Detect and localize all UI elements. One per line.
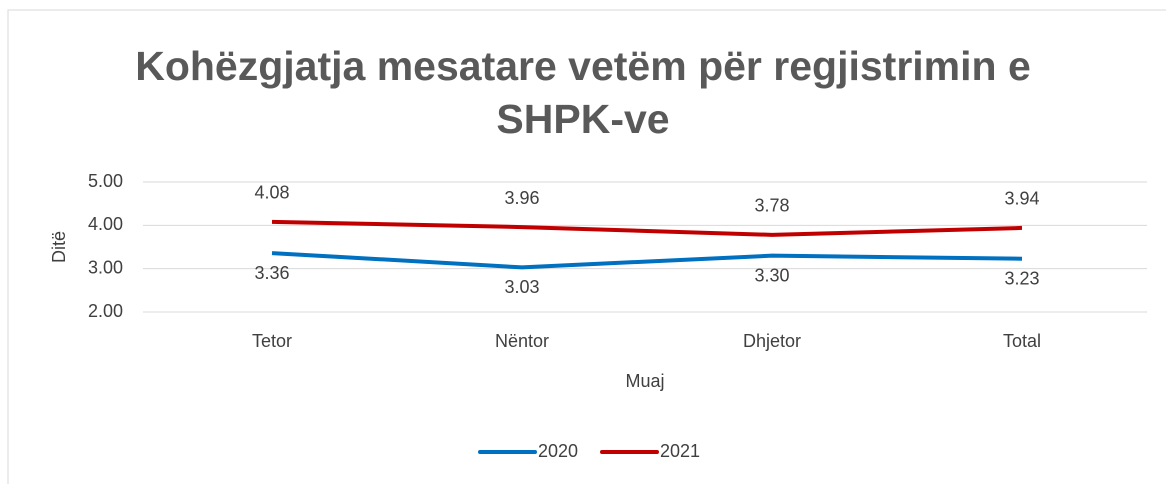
y-tick-label: 3.00: [88, 257, 123, 277]
y-axis-label: Ditë: [49, 231, 69, 263]
x-tick-label: Tetor: [252, 331, 292, 351]
legend-label: 2021: [660, 441, 700, 461]
data-label: 3.30: [754, 265, 789, 285]
y-tick-label: 5.00: [88, 171, 123, 191]
data-label: 3.78: [754, 196, 789, 216]
y-tick-label: 2.00: [88, 301, 123, 321]
x-tick-label: Nëntor: [495, 331, 549, 351]
chart-border: [7, 9, 1166, 484]
legend-label: 2020: [538, 441, 578, 461]
data-label: 3.36: [254, 263, 289, 283]
data-label: 3.23: [1004, 268, 1039, 288]
data-label: 4.08: [254, 183, 289, 203]
data-label: 3.94: [1004, 189, 1039, 209]
x-axis-label: Muaj: [625, 371, 664, 391]
y-tick-label: 4.00: [88, 214, 123, 234]
series-line: [271, 251, 1023, 270]
x-tick-label: Total: [1003, 331, 1041, 351]
data-label: 3.03: [504, 277, 539, 297]
data-label: 3.96: [504, 188, 539, 208]
x-tick-label: Dhjetor: [743, 331, 801, 351]
chart-title: Kohëzgjatja mesatare vetëm për regjistri…: [135, 43, 1031, 142]
series-line: [271, 219, 1023, 237]
